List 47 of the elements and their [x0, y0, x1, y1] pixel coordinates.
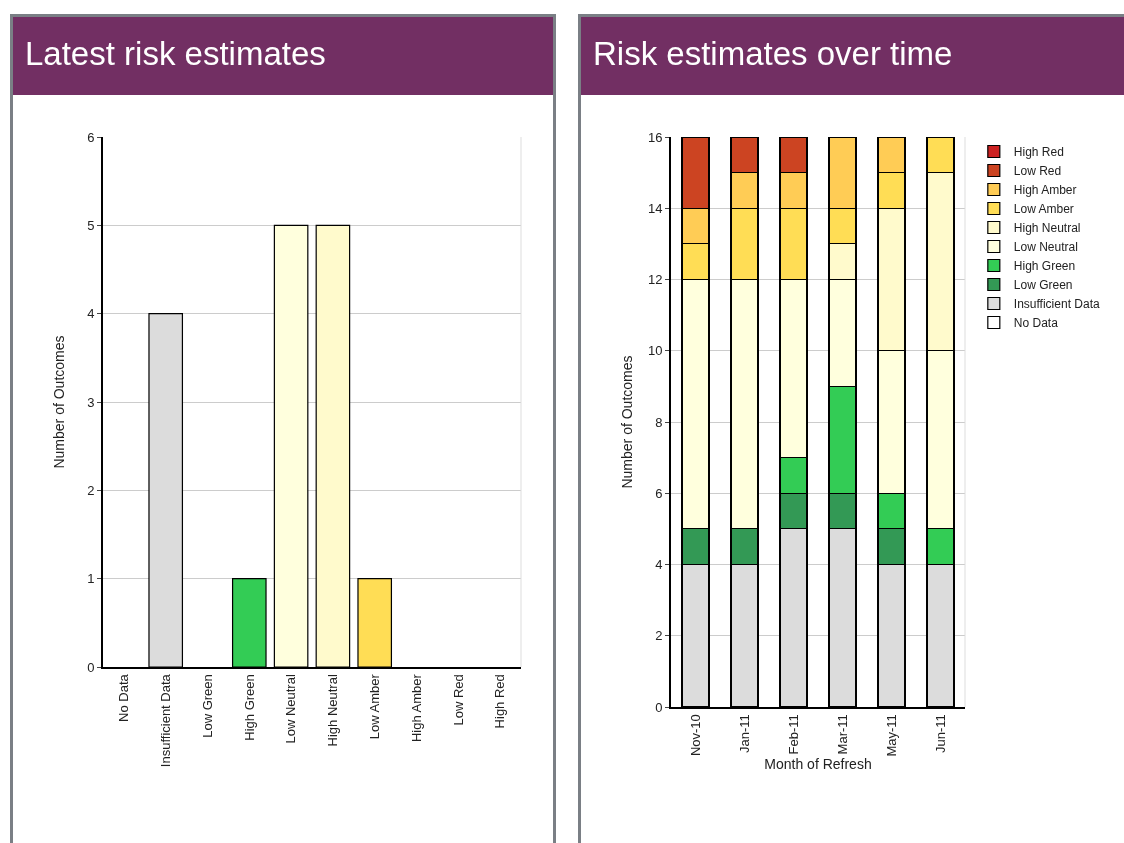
- chart-title: Latest risk estimates: [13, 17, 553, 95]
- y-tick-label: 12: [647, 272, 663, 288]
- y-tick-label: 10: [647, 343, 663, 359]
- x-tick-label: High Amber: [408, 673, 424, 743]
- legend-label: High Green: [1013, 259, 1076, 274]
- y-tick-label: 16: [647, 129, 663, 145]
- legend-label: Low Red: [1013, 164, 1062, 179]
- legend-label: High Amber: [1013, 183, 1077, 198]
- x-tick-label: Insufficient Data: [157, 673, 173, 768]
- x-tick-label: Feb-11: [785, 714, 801, 755]
- legend-label: Low Green: [1013, 278, 1073, 293]
- x-tick-label: May-11: [883, 714, 899, 757]
- y-tick-label: 0: [87, 659, 95, 675]
- x-tick-label: High Green: [241, 674, 257, 741]
- x-tick-label: Jan-11: [736, 714, 752, 753]
- x-tick-label: High Neutral: [325, 674, 341, 747]
- legend-label: Low Amber: [1013, 202, 1074, 217]
- y-tick-label: 8: [655, 414, 663, 430]
- x-tick-label: High Red: [492, 674, 508, 729]
- x-tick-label: Jun-11: [932, 714, 948, 753]
- legend-label: High Red: [1013, 145, 1064, 160]
- y-tick-label: 6: [87, 129, 95, 145]
- y-axis-title: Number of Outcomes: [619, 355, 635, 489]
- y-tick-label: 4: [87, 306, 95, 322]
- x-tick-label: Nov-10: [687, 714, 703, 757]
- y-tick-label: 1: [87, 571, 95, 587]
- y-tick-label: 3: [87, 394, 95, 410]
- chart-title: Risk estimates over time: [581, 17, 1124, 95]
- legend-label: No Data: [1013, 316, 1059, 331]
- legend-label: High Neutral: [1013, 221, 1081, 236]
- y-tick-label: 2: [655, 628, 663, 644]
- x-tick-label: Low Amber: [366, 673, 382, 740]
- x-tick-label: No Data: [116, 673, 132, 722]
- y-tick-label: 6: [655, 485, 663, 501]
- x-tick-label: Low Green: [199, 674, 215, 738]
- x-tick-label: Low Neutral: [283, 674, 299, 744]
- y-tick-label: 4: [655, 557, 663, 573]
- y-tick-label: 2: [87, 482, 95, 498]
- y-tick-label: 0: [655, 699, 663, 715]
- y-tick-label: 5: [87, 217, 95, 233]
- x-axis-title: Month of Refresh: [764, 756, 872, 773]
- legend-label: Insufficient Data: [1013, 297, 1100, 312]
- x-tick-label: Mar-11: [834, 714, 850, 755]
- y-axis-title: Number of Outcomes: [51, 335, 67, 469]
- x-tick-label: Low Red: [450, 674, 466, 726]
- legend-label: Low Neutral: [1013, 240, 1078, 255]
- y-tick-label: 14: [647, 200, 663, 216]
